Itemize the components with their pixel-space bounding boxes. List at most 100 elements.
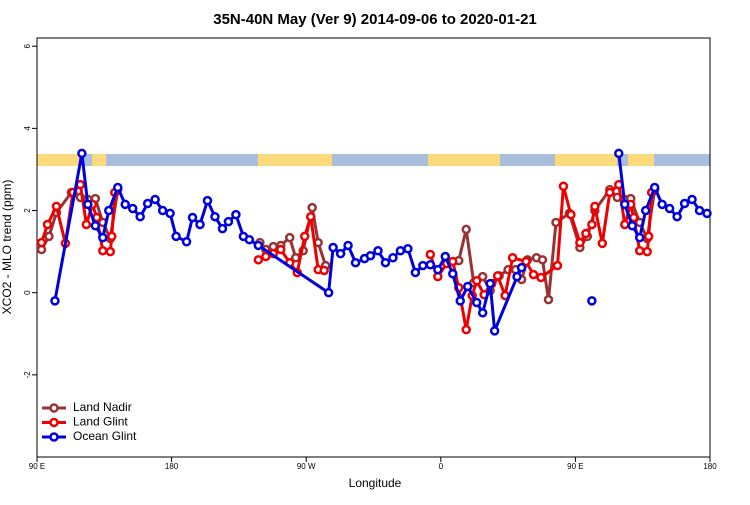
data-point bbox=[597, 238, 608, 249]
data-point bbox=[44, 231, 54, 242]
data-point bbox=[543, 294, 554, 305]
data-point bbox=[210, 211, 220, 222]
data-point bbox=[135, 211, 145, 222]
data-point bbox=[403, 243, 413, 254]
y-axis-label: XCO2 - MLO trend (ppm) bbox=[0, 180, 14, 315]
data-point bbox=[307, 202, 317, 213]
land-ocean-strip bbox=[37, 154, 710, 166]
data-point bbox=[679, 198, 690, 209]
y-tick-label: 2 bbox=[23, 208, 32, 213]
data-point bbox=[157, 205, 168, 216]
data-point bbox=[120, 199, 130, 210]
data-point bbox=[373, 246, 383, 256]
data-point bbox=[284, 232, 295, 243]
data-point bbox=[471, 297, 482, 308]
data-point bbox=[640, 205, 651, 216]
data-point bbox=[244, 234, 255, 245]
data-point bbox=[471, 276, 482, 286]
data-point bbox=[587, 296, 597, 306]
data-point bbox=[276, 244, 286, 255]
y-tick-label: -2 bbox=[23, 371, 32, 379]
data-point bbox=[187, 212, 198, 223]
data-point bbox=[395, 246, 406, 256]
data-point bbox=[195, 219, 205, 230]
data-point bbox=[165, 208, 175, 219]
data-point bbox=[365, 250, 376, 261]
data-point bbox=[425, 260, 436, 270]
data-point bbox=[521, 256, 531, 267]
data-point bbox=[512, 271, 522, 282]
x-axis-label: Longitude bbox=[349, 476, 402, 490]
data-point bbox=[410, 267, 421, 278]
data-point bbox=[433, 264, 443, 275]
data-point bbox=[634, 232, 645, 243]
data-point bbox=[83, 199, 93, 210]
data-point bbox=[620, 199, 630, 210]
data-point bbox=[150, 194, 160, 205]
data-point bbox=[634, 246, 645, 256]
x-tick-label: 90 E bbox=[567, 462, 583, 471]
data-point bbox=[489, 326, 500, 336]
data-point bbox=[672, 211, 682, 222]
data-point bbox=[575, 237, 585, 248]
data-point bbox=[217, 223, 228, 234]
data-point bbox=[388, 253, 398, 263]
data-point bbox=[516, 262, 527, 273]
data-point bbox=[223, 216, 234, 227]
data-point bbox=[319, 265, 329, 276]
data-point bbox=[664, 203, 675, 214]
data-point bbox=[343, 240, 353, 251]
data-point bbox=[581, 228, 591, 239]
data-point bbox=[620, 219, 630, 230]
data-point bbox=[98, 232, 108, 243]
data-point bbox=[380, 257, 391, 268]
data-point bbox=[477, 271, 488, 282]
data-point bbox=[643, 231, 654, 242]
data-point bbox=[142, 198, 153, 209]
data-point bbox=[440, 251, 451, 262]
data-point bbox=[323, 287, 334, 298]
data-point bbox=[181, 236, 192, 247]
data-point bbox=[590, 201, 600, 212]
data-point bbox=[614, 148, 624, 159]
data-point bbox=[536, 272, 546, 283]
data-point bbox=[551, 217, 561, 228]
data-point bbox=[702, 208, 712, 219]
plot-frame bbox=[36, 37, 711, 458]
data-point bbox=[171, 231, 181, 242]
data-point bbox=[42, 219, 53, 230]
data-point bbox=[107, 231, 117, 242]
data-point bbox=[537, 255, 548, 265]
data-point bbox=[492, 271, 503, 281]
data-point bbox=[461, 324, 471, 335]
data-point bbox=[587, 219, 597, 230]
data-point bbox=[694, 205, 705, 216]
data-point bbox=[477, 308, 488, 318]
legend-label: Land Glint bbox=[73, 415, 128, 429]
y-tick-label: 6 bbox=[23, 43, 32, 48]
data-point bbox=[448, 269, 458, 279]
data-point bbox=[418, 260, 428, 271]
data-point bbox=[649, 182, 660, 193]
data-point bbox=[127, 203, 138, 214]
data-point bbox=[113, 182, 123, 193]
y-tick-label: 0 bbox=[23, 290, 32, 295]
data-point bbox=[461, 224, 471, 235]
x-tick-label: 90 W bbox=[297, 462, 316, 471]
legend-marker bbox=[49, 403, 59, 413]
data-point bbox=[104, 205, 114, 216]
legend-label: Ocean Glint bbox=[73, 429, 137, 443]
data-point bbox=[687, 194, 697, 205]
data-point bbox=[253, 240, 264, 251]
data-point bbox=[231, 209, 241, 220]
data-point bbox=[552, 260, 563, 271]
data-point bbox=[36, 237, 47, 248]
data-point bbox=[485, 278, 495, 289]
data-point bbox=[642, 246, 652, 257]
x-tick-label: 0 bbox=[439, 462, 444, 471]
data-point bbox=[253, 255, 264, 265]
data-point bbox=[299, 231, 310, 242]
x-tick-label: 90 E bbox=[29, 462, 45, 471]
y-tick-label: 4 bbox=[23, 126, 32, 131]
